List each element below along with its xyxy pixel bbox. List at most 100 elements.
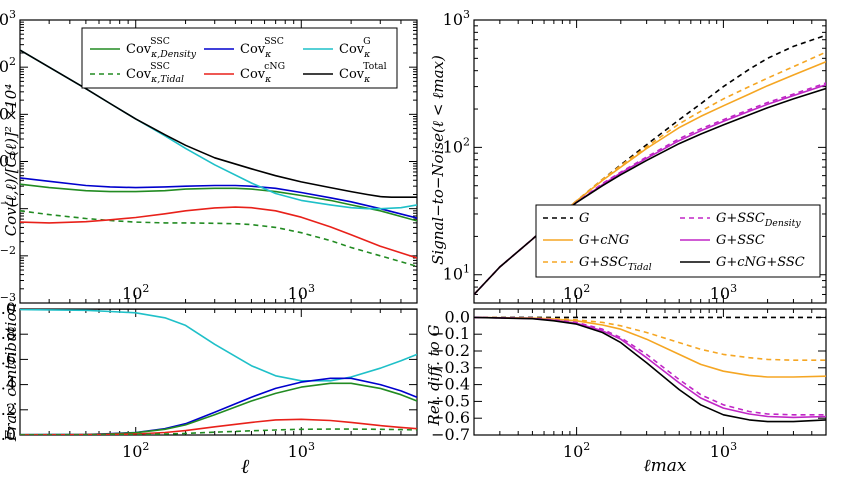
series-line-g-ssc-tidal [474, 316, 826, 362]
legend-item-cov-ssc: Covκ [240, 42, 271, 60]
y-tick-label: −0.2 [431, 341, 470, 360]
legend-item-cov-g: Covκ [339, 42, 370, 60]
plot-frame [473, 19, 827, 304]
y-tick-label: 1.0 [0, 299, 16, 318]
y-tick-label-base: 10 [0, 104, 9, 123]
plot-frame [473, 308, 827, 436]
panel-relative-difference: 0.0−0.1−0.2−0.3−0.4−0.5−0.6−0.7 102 103 R… [425, 307, 827, 476]
x-tick-labels: 102 103 [122, 440, 315, 461]
y-tick-label: −0.4 [431, 375, 470, 394]
legend-item-cov-tidal-ssc-subscript: κ,Tidal [150, 74, 184, 85]
y-tick-label: 0.4 [0, 375, 16, 394]
x-tick-label: 102 [563, 282, 590, 303]
legend-item-g-ssc-density-subscript: Density [764, 218, 802, 229]
legend-box [81, 27, 398, 89]
y-tick-labels: 0.0−0.1−0.2−0.3−0.4−0.5−0.6−0.7 [431, 307, 470, 444]
legend-item-cov-ssc-superscript: SSC [264, 36, 284, 47]
y-tick-label: −0.7 [431, 425, 470, 444]
legend-item-cov-density-ssc-subscript: κ,Density [150, 49, 197, 60]
series-line-cov-density-ssc [20, 183, 417, 222]
y-tick-label-exponent: 3 [9, 8, 16, 21]
y-tick-label: 0.2 [0, 400, 16, 419]
legend-item-g-ssc-tidal: G+SSCTidal [579, 255, 652, 273]
legend-item-cov-density-ssc-superscript: SSC [150, 36, 170, 47]
legend-item-g-ssc: G+SSC [716, 233, 765, 248]
y-tick-label: 103 [443, 8, 470, 29]
y-tick-label-exponent: 0 [9, 150, 16, 163]
legend-item-g-ssc-tidal-subscript: Tidal [628, 262, 652, 273]
series-line-ssc-tidal [20, 428, 417, 435]
series-lines [20, 309, 417, 435]
y-tick-label: 103 [0, 8, 16, 29]
legend-item-g: G [579, 211, 589, 226]
series-line-cov-cng [20, 206, 417, 259]
x-tick-label-base: 10 [563, 284, 583, 303]
series-lines [474, 316, 826, 423]
x-tick-label: 103 [288, 440, 315, 461]
x-tick-labels: 102 103 [563, 440, 737, 461]
y-tick-label: −0.1 [431, 324, 470, 343]
y-tick-label-base: 10 [0, 57, 9, 76]
y-tick-label-exponent: 2 [463, 135, 470, 148]
y-tick-label: 10−1 [0, 197, 16, 218]
legend-item-cov-total-superscript: Total [363, 61, 386, 72]
y-axis-label: Rel. diff. to G [425, 325, 443, 427]
legend-item-cov-total: Covκ [339, 67, 370, 85]
y-tick-label-base: 10 [443, 10, 463, 29]
series-line-ssc-density [20, 382, 417, 435]
x-tick-label: 103 [710, 440, 737, 461]
legend-item-cov-tidal-ssc: Covκ,Tidal [126, 67, 184, 85]
legend: Covκ,DensitySSCCovκSSCCovκGCovκ,TidalSSC… [81, 27, 398, 89]
x-axis-label: ℓmax [644, 456, 687, 476]
y-axis-label: Signal−to−Noise(ℓ < ℓmax) [429, 55, 447, 265]
y-tick-label-base: 10 [0, 152, 9, 171]
x-axis-label: ℓ [241, 454, 250, 478]
y-tick-label-base: 10 [443, 265, 463, 284]
legend-item-cov-tidal-ssc-superscript: SSC [150, 61, 170, 72]
x-tick-label-exponent: 3 [308, 282, 315, 295]
y-tick-label: 102 [0, 55, 16, 76]
legend-item-g-cng: G+cNG [579, 233, 629, 248]
y-tick-label: 0.0 [0, 425, 16, 444]
x-tick-label-base: 10 [122, 284, 142, 303]
x-tick-label: 103 [710, 282, 737, 303]
legend-item-g-ssc-tidal-text: G+SSC [579, 255, 628, 270]
y-tick-label: 100 [0, 150, 16, 171]
y-tick-label: 0.0 [445, 307, 470, 326]
series-line-cov-total [20, 49, 417, 198]
legend-item-cov-cng-subscript: κ [264, 74, 271, 85]
y-tick-label: −0.6 [431, 408, 470, 427]
y-tick-label: 10−2 [0, 244, 16, 265]
y-tick-label-exponent: 2 [9, 55, 16, 68]
x-tick-label: 102 [122, 440, 149, 461]
y-tick-label-exponent: −3 [0, 291, 16, 304]
series-line-cov-tidal-ssc [20, 210, 417, 268]
y-tick-labels: 0.0 0.2 0.4 0.6 0.8 1.0 [0, 299, 16, 444]
legend-item-cov-g-text: Cov [339, 42, 365, 57]
x-tick-label-exponent: 3 [730, 440, 737, 453]
y-tick-label-exponent: 1 [463, 263, 470, 276]
legend-item-cov-total-text: Cov [339, 67, 365, 82]
x-tick-label: 102 [563, 440, 590, 461]
series-line-g-cng [474, 316, 826, 378]
x-tick-label-exponent: 2 [583, 282, 590, 295]
legend-item-cov-ssc-text: Cov [240, 42, 266, 57]
tick-marks [19, 19, 418, 304]
series-line-g-ssc [474, 316, 826, 419]
tick-marks [473, 19, 827, 304]
x-tick-label: 102 [122, 282, 149, 303]
y-tick-label: 10−3 [0, 291, 16, 312]
legend-item-g-text: G [579, 211, 589, 226]
x-tick-label-base: 10 [288, 442, 308, 461]
legend-box [535, 204, 821, 278]
legend-item-cov-cng-superscript: cNG [264, 61, 285, 72]
legend-item-cov-g-subscript: κ [363, 49, 370, 60]
y-tick-label: 101 [0, 102, 16, 123]
legend-item-g-cng-text: G+cNG [579, 233, 629, 248]
series-line-g-cng-ssc [474, 316, 826, 423]
